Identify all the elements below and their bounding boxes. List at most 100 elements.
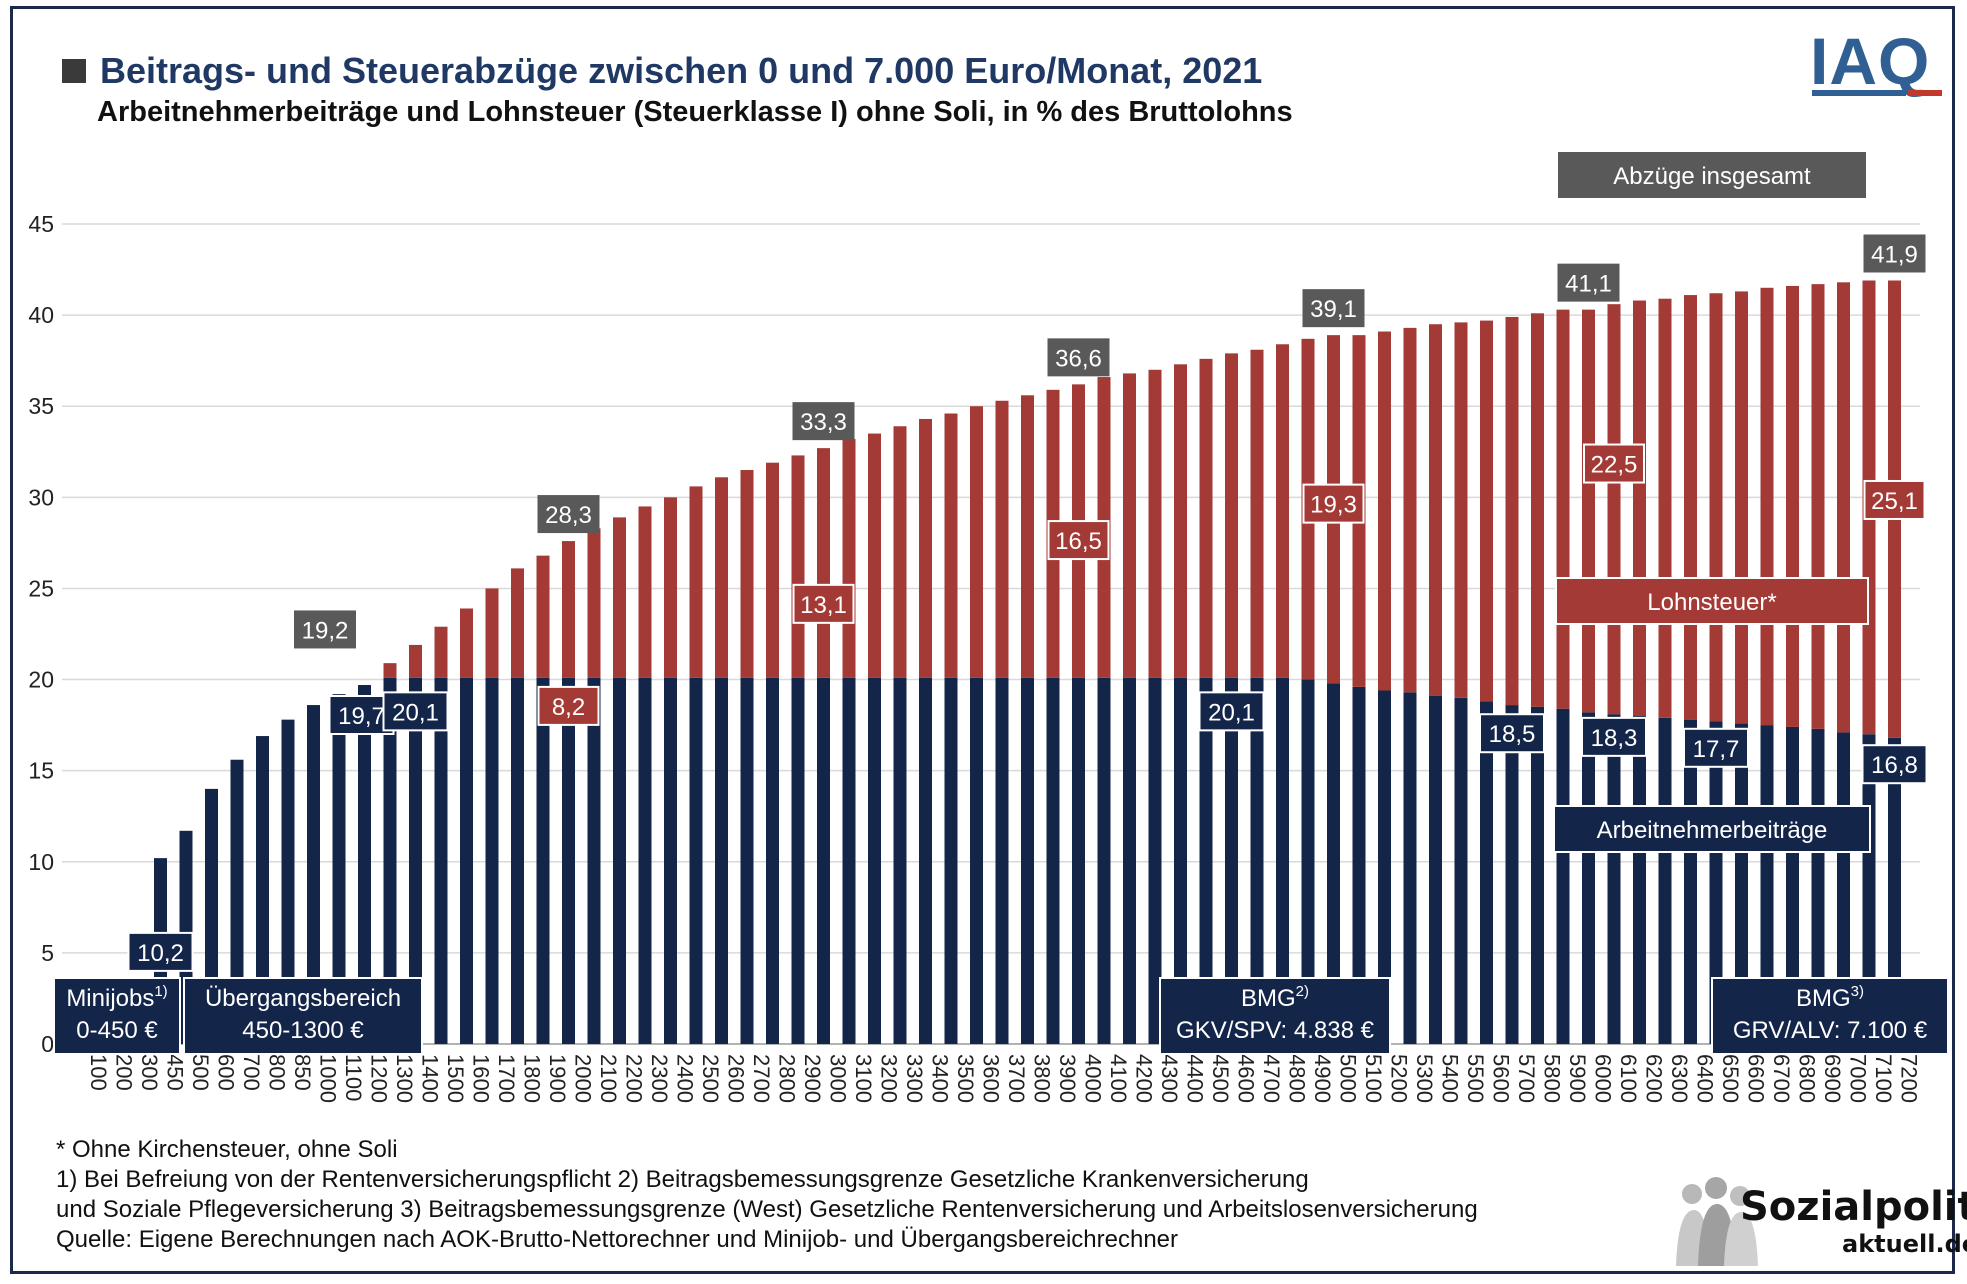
- total-label-box-6000: [1557, 263, 1620, 302]
- bar-arbeitnehmer-7200: [1888, 737, 1901, 1044]
- bar-lohnsteuer-4600: [1225, 353, 1238, 678]
- lohnsteuer-label-box-5000: [1302, 483, 1365, 524]
- arbeitnehmer-label-box-7200: [1861, 744, 1928, 785]
- x-tick-label: 1500: [443, 1054, 468, 1103]
- bar-lohnsteuer-2200: [613, 517, 626, 678]
- bar-lohnsteuer-3700: [995, 400, 1009, 678]
- y-tick-label: 10: [28, 849, 54, 875]
- bar-arbeitnehmer-5400: [1429, 695, 1442, 1044]
- bar-lohnsteuer-1900: [536, 555, 550, 678]
- x-tick-label: 1800: [520, 1054, 545, 1103]
- annotation-minijobs-line2: 0-450 €: [76, 1017, 158, 1044]
- x-tick-label: 200: [112, 1054, 137, 1091]
- arbeitnehmer-label-box-6100: [1581, 716, 1647, 757]
- x-tick-label: 300: [137, 1054, 162, 1091]
- bar-arbeitnehmer-4000: [1072, 677, 1085, 1044]
- arbeitnehmer-label-450: 10,2: [137, 940, 184, 967]
- x-tick-label: 3600: [979, 1054, 1004, 1103]
- bar-arbeitnehmer-2900: [791, 677, 805, 1044]
- bar-lohnsteuer-4200: [1123, 373, 1136, 678]
- sozialpolitik-aktuell-badge: Sozialpolitik- aktuell.de: [1672, 1170, 1967, 1266]
- bar-arbeitnehmer-6100: [1607, 714, 1621, 1044]
- total-label-box-2000: [537, 495, 600, 534]
- bar-arbeitnehmer-2700: [740, 677, 754, 1044]
- x-tick-label: 2900: [800, 1054, 825, 1103]
- bar-arbeitnehmer-6000: [1582, 712, 1595, 1044]
- x-tick-label: 7200: [1897, 1054, 1922, 1103]
- badge-domain: aktuell.de: [1842, 1230, 1967, 1258]
- bar-lohnsteuer-5900: [1556, 309, 1570, 709]
- annotation-uebergangsbereich-box: [183, 977, 423, 1055]
- lohnsteuer-label-2000: 8,2: [552, 694, 585, 721]
- bar-arbeitnehmer-2500: [689, 677, 703, 1044]
- bar-arbeitnehmer-2400: [664, 677, 677, 1044]
- x-tick-label: 500: [188, 1054, 213, 1091]
- bar-lohnsteuer-6100: [1607, 304, 1621, 715]
- y-tick-label: 30: [28, 484, 54, 510]
- x-tick-label: 5800: [1540, 1054, 1565, 1103]
- bar-lohnsteuer-5400: [1429, 324, 1442, 696]
- bar-lohnsteuer-2900: [791, 455, 805, 678]
- footnote-3: und Soziale Pflegeversicherung 3) Beitra…: [56, 1196, 1478, 1223]
- bar-lohnsteuer-5200: [1378, 331, 1391, 691]
- bar-arbeitnehmer-3800: [1021, 677, 1034, 1044]
- chart-title: Beitrags- und Steuerabzüge zwischen 0 un…: [100, 50, 1263, 91]
- y-tick-label: 45: [28, 211, 54, 237]
- bar-lohnsteuer-2100: [587, 528, 601, 678]
- bar-arbeitnehmer-800: [256, 736, 269, 1044]
- bar-arbeitnehmer-5700: [1505, 705, 1519, 1044]
- footnote-1: * Ohne Kirchensteuer, ohne Soli: [56, 1136, 398, 1163]
- x-tick-label: 3800: [1030, 1054, 1055, 1103]
- bar-arbeitnehmer-4700: [1250, 677, 1264, 1044]
- x-tick-label: 4100: [1106, 1054, 1131, 1103]
- bar-lohnsteuer-3500: [944, 413, 958, 678]
- bar-arbeitnehmer-6700: [1760, 725, 1774, 1044]
- arbeitnehmer-label-7200: 16,8: [1871, 752, 1918, 779]
- x-tick-label: 6000: [1591, 1054, 1616, 1103]
- legend-arbeitnehmer-box: [1553, 805, 1871, 853]
- x-tick-label: 7000: [1846, 1054, 1871, 1103]
- bar-arbeitnehmer-5100: [1352, 686, 1366, 1044]
- x-tick-label: 4400: [1183, 1054, 1208, 1103]
- x-tick-label: 6500: [1718, 1054, 1743, 1103]
- x-tick-label: 5400: [1438, 1054, 1463, 1103]
- x-tick-label: 6400: [1693, 1054, 1718, 1103]
- bar-arbeitnehmer-6300: [1658, 717, 1672, 1044]
- x-tick-label: 6200: [1642, 1054, 1667, 1103]
- bar-arbeitnehmer-3600: [970, 677, 983, 1044]
- arbeitnehmer-label-4600: 20,1: [1208, 699, 1255, 726]
- total-label-box-7200: [1863, 234, 1926, 273]
- x-tick-label: 3300: [902, 1054, 927, 1103]
- x-tick-label: 6900: [1820, 1054, 1845, 1103]
- bar-lohnsteuer-4500: [1199, 358, 1213, 678]
- bar-lohnsteuer-6700: [1760, 287, 1774, 726]
- bar-arbeitnehmer-2100: [587, 677, 601, 1044]
- bar-arbeitnehmer-2200: [613, 677, 626, 1044]
- total-label-box-1100: [294, 610, 356, 649]
- lohnsteuer-label-3000: 13,1: [800, 592, 847, 619]
- bar-lohnsteuer-6400: [1684, 295, 1697, 720]
- x-tick-label: 5600: [1489, 1054, 1514, 1103]
- bar-lohnsteuer-1600: [460, 608, 473, 678]
- x-tick-label: 2800: [775, 1054, 800, 1103]
- x-tick-label: 4600: [1234, 1054, 1259, 1103]
- bar-arbeitnehmer-2800: [766, 677, 779, 1044]
- x-tick-label: 1700: [494, 1054, 519, 1103]
- bar-arbeitnehmer-4600: [1225, 677, 1238, 1044]
- bar-arbeitnehmer-1900: [536, 677, 550, 1044]
- legend-arbeitnehmer-label: Arbeitnehmerbeiträge: [1597, 817, 1828, 844]
- x-tick-label: 2600: [724, 1054, 749, 1103]
- bar-arbeitnehmer-4900: [1301, 679, 1315, 1044]
- bar-arbeitnehmer-5000: [1327, 683, 1340, 1044]
- bar-arbeitnehmer-4300: [1148, 677, 1162, 1044]
- x-tick-label: 2000: [571, 1054, 596, 1103]
- x-tick-label: 1200: [367, 1054, 392, 1103]
- bar-arbeitnehmer-1400: [409, 677, 422, 1044]
- x-tick-label: 4500: [1208, 1054, 1233, 1103]
- annotation-uebergangsbereich-line2: 450-1300 €: [242, 1017, 364, 1044]
- x-tick-label: 5700: [1514, 1054, 1539, 1103]
- people-group-icon: [1676, 1177, 1758, 1266]
- x-tick-label: 4700: [1259, 1054, 1284, 1103]
- y-tick-label: 5: [41, 940, 54, 966]
- lohnsteuer-label-6100: 22,5: [1591, 452, 1638, 479]
